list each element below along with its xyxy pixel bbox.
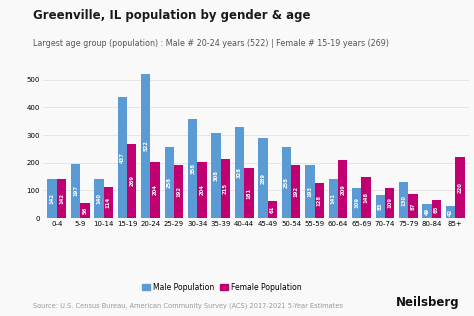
Text: 522: 522 bbox=[143, 140, 148, 151]
Text: 328: 328 bbox=[237, 167, 242, 178]
Bar bbox=[282, 147, 291, 218]
Bar bbox=[244, 168, 254, 218]
Bar bbox=[47, 179, 57, 218]
Text: 142: 142 bbox=[50, 193, 55, 204]
Text: 204: 204 bbox=[200, 185, 205, 195]
Text: 258: 258 bbox=[167, 177, 172, 188]
Text: 42: 42 bbox=[448, 209, 453, 216]
Bar bbox=[164, 147, 174, 218]
Text: 308: 308 bbox=[214, 170, 219, 181]
Bar bbox=[141, 74, 150, 218]
Legend: Male Population, Female Population: Male Population, Female Population bbox=[139, 280, 305, 295]
Text: 128: 128 bbox=[317, 195, 322, 206]
Bar bbox=[235, 127, 244, 218]
Text: 130: 130 bbox=[401, 195, 406, 206]
Text: 204: 204 bbox=[153, 185, 158, 195]
Bar bbox=[291, 165, 301, 218]
Text: Source: U.S. Census Bureau, American Community Survey (ACS) 2017-2021 5-Year Est: Source: U.S. Census Bureau, American Com… bbox=[33, 302, 343, 309]
Text: 142: 142 bbox=[59, 193, 64, 204]
Bar bbox=[150, 162, 160, 218]
Bar bbox=[127, 144, 137, 218]
Bar bbox=[455, 157, 465, 218]
Bar bbox=[57, 179, 66, 218]
Text: 258: 258 bbox=[284, 177, 289, 188]
Text: 220: 220 bbox=[457, 182, 462, 193]
Bar bbox=[399, 182, 408, 218]
Text: 193: 193 bbox=[307, 186, 312, 197]
Text: 114: 114 bbox=[106, 197, 111, 208]
Text: 83: 83 bbox=[378, 203, 383, 210]
Bar bbox=[118, 97, 127, 218]
Bar bbox=[408, 194, 418, 218]
Bar bbox=[188, 119, 197, 218]
Bar bbox=[315, 183, 324, 218]
Bar bbox=[268, 201, 277, 218]
Bar bbox=[258, 138, 268, 218]
Bar bbox=[338, 160, 347, 218]
Bar bbox=[362, 177, 371, 218]
Text: Neilsberg: Neilsberg bbox=[396, 296, 460, 309]
Text: 109: 109 bbox=[354, 198, 359, 209]
Bar bbox=[375, 195, 385, 218]
Text: 197: 197 bbox=[73, 185, 78, 196]
Bar bbox=[305, 165, 315, 218]
Text: 65: 65 bbox=[434, 205, 439, 213]
Bar bbox=[328, 179, 338, 218]
Text: 141: 141 bbox=[331, 193, 336, 204]
Bar bbox=[80, 203, 90, 218]
Text: 61: 61 bbox=[270, 206, 275, 213]
Text: 289: 289 bbox=[261, 173, 265, 184]
Bar bbox=[94, 179, 104, 218]
Bar bbox=[197, 162, 207, 218]
Text: 148: 148 bbox=[364, 192, 369, 203]
Bar bbox=[352, 188, 362, 218]
Text: 87: 87 bbox=[410, 202, 416, 210]
Bar bbox=[422, 204, 432, 218]
Text: 181: 181 bbox=[246, 187, 251, 199]
Text: Greenville, IL population by gender & age: Greenville, IL population by gender & ag… bbox=[33, 9, 310, 22]
Text: 437: 437 bbox=[120, 152, 125, 163]
Text: 358: 358 bbox=[190, 163, 195, 174]
Bar bbox=[385, 188, 394, 218]
Text: 209: 209 bbox=[340, 184, 345, 195]
Text: 49: 49 bbox=[425, 208, 429, 215]
Text: 192: 192 bbox=[176, 186, 181, 197]
Text: 109: 109 bbox=[387, 198, 392, 209]
Text: 140: 140 bbox=[96, 193, 101, 204]
Text: 56: 56 bbox=[82, 207, 87, 214]
Text: 269: 269 bbox=[129, 175, 134, 186]
Text: 215: 215 bbox=[223, 183, 228, 194]
Bar bbox=[174, 165, 183, 218]
Bar bbox=[104, 186, 113, 218]
Bar bbox=[71, 164, 80, 218]
Bar bbox=[211, 133, 221, 218]
Bar bbox=[221, 159, 230, 218]
Bar bbox=[446, 206, 455, 218]
Text: 192: 192 bbox=[293, 186, 298, 197]
Bar bbox=[432, 200, 441, 218]
Text: Largest age group (population) : Male # 20-24 years (522) | Female # 15-19 years: Largest age group (population) : Male # … bbox=[33, 40, 389, 48]
